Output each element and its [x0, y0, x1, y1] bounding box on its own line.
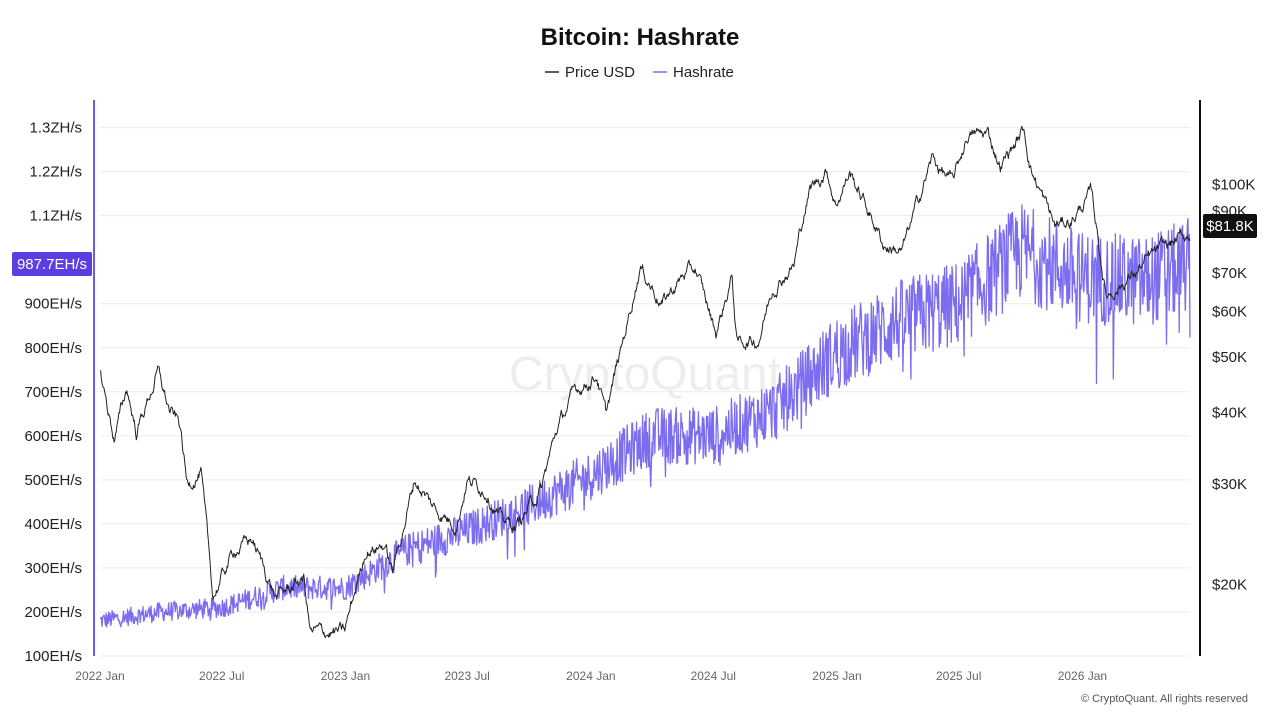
legend-hashrate-label[interactable]: Hashrate: [673, 64, 734, 81]
legend-price-label[interactable]: Price USD: [565, 64, 635, 81]
x-tick-2026-jan: 2026 Jan: [1058, 669, 1107, 683]
left-tick-900eh-s: 900EH/s: [24, 296, 82, 313]
x-tick-2025-jan: 2025 Jan: [812, 669, 861, 683]
right-axis-ticks: $20K$30K$40K$50K$60K$70K$90K$100K: [1212, 177, 1255, 594]
legend[interactable]: Price USD Hashrate: [545, 64, 734, 81]
right-tick-40k: $40K: [1212, 404, 1247, 421]
left-tick-1-3zh-s: 1.3ZH/s: [29, 120, 82, 137]
left-tick-400eh-s: 400EH/s: [24, 516, 82, 533]
left-tick-1-1zh-s: 1.1ZH/s: [29, 208, 82, 225]
left-axis-ticks: 100EH/s 200EH/s 300EH/s 400EH/s 500EH/s 600EH…: [24, 120, 82, 665]
right-tick-20k: $20K: [1212, 577, 1247, 594]
hashrate-current-badge: 987.7EH/s: [12, 252, 92, 276]
watermark: CryptoQuant: [509, 348, 781, 401]
left-tick-800eh-s: 800EH/s: [24, 340, 82, 357]
price-badge-label: $81.8K: [1206, 218, 1254, 235]
left-tick-300eh-s: 300EH/s: [24, 560, 82, 577]
hashrate-badge-label: 987.7EH/s: [17, 256, 87, 273]
right-tick-50k: $50K: [1212, 349, 1247, 366]
x-tick-2023-jan: 2023 Jan: [321, 669, 370, 683]
left-tick-700eh-s: 700EH/s: [24, 384, 82, 401]
series-line-hashrate: [99, 204, 1191, 628]
hashrate-badge-bg: [12, 252, 92, 276]
price-layer: [99, 125, 1191, 638]
legend-item-price[interactable]: Price USD: [545, 64, 635, 81]
x-tick-2024-jan: 2024 Jan: [566, 669, 615, 683]
left-tick-200eh-s: 200EH/s: [24, 604, 82, 621]
left-tick-100eh-s: 100EH/s: [24, 648, 82, 665]
right-tick-30k: $30K: [1212, 476, 1247, 493]
x-tick-2023-jul: 2023 Jul: [444, 669, 489, 683]
left-tick-1-2zh-s: 1.2ZH/s: [29, 164, 82, 181]
legend-item-hashrate[interactable]: Hashrate: [653, 64, 734, 81]
x-tick-2025-jul: 2025 Jul: [936, 669, 981, 683]
left-tick-500eh-s: 500EH/s: [24, 472, 82, 489]
price-current-badge: $81.8K: [1203, 214, 1257, 238]
x-tick-2024-jul: 2024 Jul: [691, 669, 736, 683]
copyright-footer: © CryptoQuant. All rights reserved: [1081, 693, 1248, 705]
grid-layer: [100, 127, 1190, 657]
x-tick-2022-jan: 2022 Jan: [75, 669, 124, 683]
x-tick-2022-jul: 2022 Jul: [199, 669, 244, 683]
right-tick-60k: $60K: [1212, 304, 1247, 321]
series-line-price-usd: [99, 125, 1191, 638]
right-tick-70k: $70K: [1212, 265, 1247, 282]
chart-title: Bitcoin: Hashrate: [541, 24, 740, 51]
x-axis-ticks: 2022 Jan 2022 Jul 2023 Jan 2023 Jul 2024 Jan…: [75, 669, 1107, 683]
hashrate-layer: [99, 204, 1191, 628]
right-tick-100k: $100K: [1212, 177, 1255, 194]
price-badge-bg: [1203, 214, 1257, 238]
left-tick-600eh-s: 600EH/s: [24, 428, 82, 445]
